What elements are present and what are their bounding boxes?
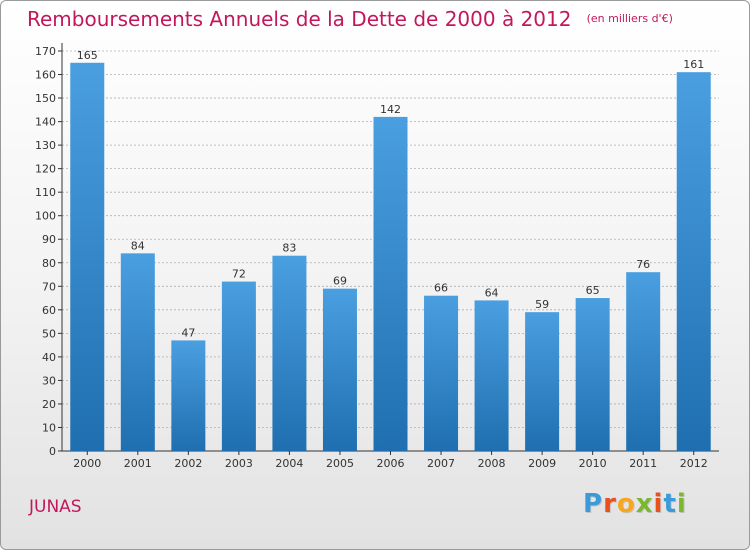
logo-letter: P [583, 489, 604, 519]
data-label: 83 [282, 242, 296, 255]
y-tick-label: 60 [42, 304, 56, 317]
data-label: 84 [131, 239, 145, 252]
y-tick-label: 140 [35, 116, 56, 129]
bar [70, 62, 105, 451]
bar [373, 116, 408, 451]
chart-title: Remboursements Annuels de la Dette de 20… [27, 7, 572, 31]
x-tick-label: 2011 [629, 457, 657, 470]
data-label: 72 [232, 268, 246, 281]
title-line: Remboursements Annuels de la Dette de 20… [27, 7, 673, 31]
bar [171, 340, 206, 451]
x-tick-label: 2008 [478, 457, 506, 470]
y-tick-label: 30 [42, 374, 56, 387]
data-label: 47 [181, 326, 195, 339]
y-tick-label: 80 [42, 257, 56, 270]
data-label: 66 [434, 282, 448, 295]
y-tick-label: 50 [42, 327, 56, 340]
bar [676, 72, 711, 452]
y-tick-label: 90 [42, 233, 56, 246]
y-tick-label: 70 [42, 280, 56, 293]
data-label: 161 [683, 58, 704, 71]
x-tick-label: 2012 [680, 457, 708, 470]
y-tick-label: 10 [42, 421, 56, 434]
x-tick-label: 2005 [326, 457, 354, 470]
logo-letter: t [663, 489, 677, 519]
y-tick-label: 20 [42, 398, 56, 411]
data-label: 142 [380, 103, 401, 116]
x-tick-label: 2004 [275, 457, 303, 470]
logo-letter: o [616, 489, 636, 519]
y-tick-label: 170 [35, 45, 56, 58]
y-tick-label: 100 [35, 210, 56, 223]
data-label: 76 [636, 258, 650, 271]
bar [120, 253, 155, 451]
data-label: 165 [77, 49, 98, 62]
data-label: 69 [333, 275, 347, 288]
x-tick-label: 2007 [427, 457, 455, 470]
y-tick-label: 130 [35, 139, 56, 152]
y-tick-label: 0 [49, 445, 56, 458]
data-label: 64 [485, 286, 499, 299]
x-tick-label: 2000 [73, 457, 101, 470]
logo-letter: i [676, 489, 687, 519]
proxiti-logo[interactable]: Proxiti [583, 489, 687, 519]
data-label: 59 [535, 298, 549, 311]
data-label: 65 [586, 284, 600, 297]
bar [322, 288, 357, 451]
x-tick-label: 2009 [528, 457, 556, 470]
bar [575, 298, 610, 451]
x-tick-label: 2010 [579, 457, 607, 470]
bar [272, 255, 307, 451]
chart-subtitle: (en milliers d'€) [586, 12, 673, 25]
logo-letter: r [603, 489, 617, 519]
y-tick-label: 110 [35, 186, 56, 199]
logo-letter: i [653, 489, 664, 519]
bar [525, 312, 560, 451]
x-tick-label: 2001 [124, 457, 152, 470]
x-tick-label: 2003 [225, 457, 253, 470]
logo-letter: x [635, 489, 654, 519]
x-tick-label: 2002 [174, 457, 202, 470]
commune-name: JUNAS [29, 497, 82, 517]
x-tick-label: 2006 [377, 457, 405, 470]
bar [474, 300, 509, 451]
y-tick-label: 150 [35, 92, 56, 105]
bar [221, 281, 256, 451]
y-tick-label: 160 [35, 69, 56, 82]
bar [626, 272, 661, 451]
y-tick-label: 120 [35, 163, 56, 176]
bar [424, 295, 459, 451]
y-tick-label: 40 [42, 351, 56, 364]
